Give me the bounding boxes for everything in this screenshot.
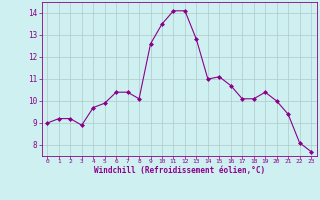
X-axis label: Windchill (Refroidissement éolien,°C): Windchill (Refroidissement éolien,°C) <box>94 166 265 175</box>
